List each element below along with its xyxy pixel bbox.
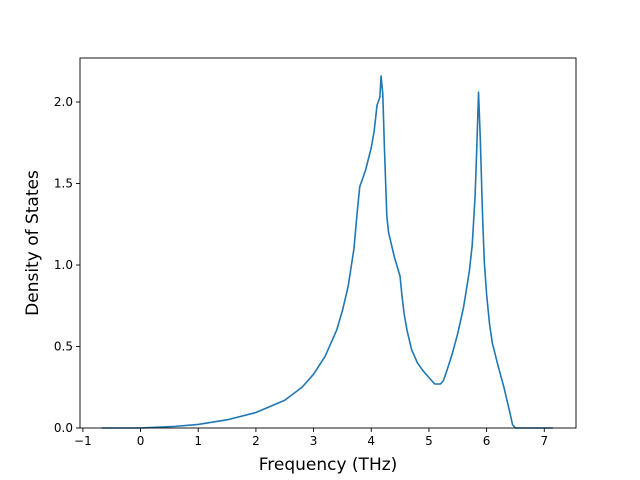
- plot-frame: [79, 57, 577, 429]
- x-axis-ticks: −1 0 1 2 3 4 5 6 7: [74, 428, 548, 448]
- x-tick-label: 3: [310, 434, 318, 448]
- dos-series-line: [101, 75, 553, 429]
- x-tick-label: 5: [425, 434, 433, 448]
- x-tick-label: 2: [252, 434, 260, 448]
- x-axis-label: Frequency (THz): [259, 455, 398, 475]
- x-tick-label: 6: [483, 434, 491, 448]
- y-axis-ticks: 0.0 0.5 1.0 1.5 2.0: [54, 95, 80, 435]
- x-tick-label: 1: [194, 434, 202, 448]
- y-tick-label: 1.0: [54, 258, 73, 272]
- y-tick-label: 0.0: [54, 421, 73, 435]
- y-tick-label: 2.0: [54, 95, 73, 109]
- y-tick-label: 0.5: [54, 340, 73, 354]
- x-tick-label: 7: [540, 434, 548, 448]
- x-tick-label: 4: [367, 434, 375, 448]
- y-axis-label: Density of States: [23, 170, 43, 316]
- y-tick-label: 1.5: [54, 177, 73, 191]
- plot-area: [80, 58, 576, 428]
- x-tick-label: 0: [137, 434, 145, 448]
- x-tick-label: −1: [74, 434, 92, 448]
